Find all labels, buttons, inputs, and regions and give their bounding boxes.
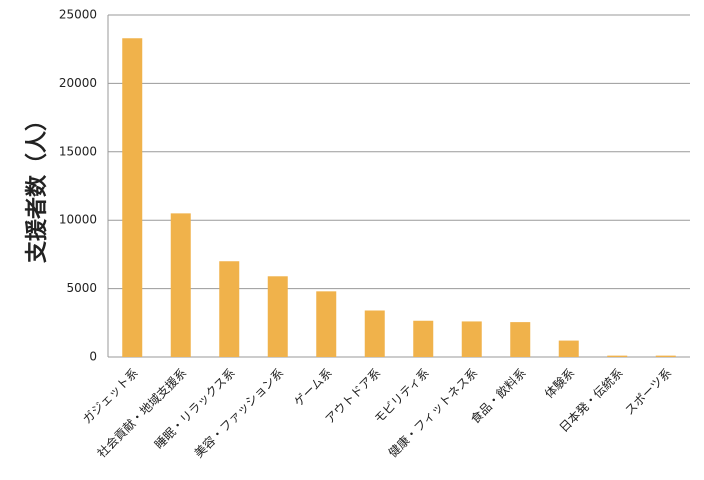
y-tick-label: 10000 [59,213,97,227]
y-tick-label: 0 [89,350,97,364]
bar [413,320,434,357]
x-tick-label: 美容・ファッション系 [191,365,286,460]
bar [364,310,385,357]
bar [655,355,676,357]
x-tick-label: 睡眠・リラックス系 [152,366,238,452]
bar [607,355,628,357]
x-tick-label: ゲーム系 [291,366,335,410]
y-tick-label: 15000 [59,144,97,158]
x-tick-label: スポーツ系 [622,366,674,418]
bar [122,38,143,357]
bar [170,213,191,357]
bar [219,261,240,357]
bar [267,276,288,357]
y-tick-label: 20000 [59,76,97,90]
x-tick-label: 健康・フィットネス系 [385,365,480,460]
bar [510,322,531,357]
x-tick-label: 体験系 [541,365,577,401]
y-tick-label: 25000 [59,8,97,22]
bar [461,321,482,357]
y-axis-label: 支援者数（人） [24,109,50,263]
bar [316,291,337,357]
bar [558,340,579,357]
x-tick-label: 社会貢献・地域支援系 [94,365,189,460]
y-tick-label: 5000 [66,281,97,295]
